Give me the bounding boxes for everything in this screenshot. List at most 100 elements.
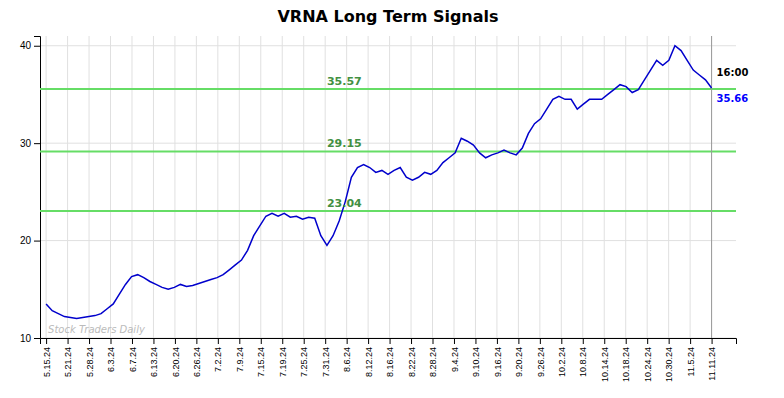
x-grid-line — [325, 36, 326, 338]
x-tick: 7.25.24 — [299, 338, 309, 377]
x-tick-mark — [175, 338, 176, 344]
x-tick-label: 9.10.24 — [471, 347, 481, 377]
x-tick: 10.24.24 — [643, 338, 653, 382]
x-tick-label: 7.2.24 — [213, 347, 223, 372]
x-tick-mark — [218, 338, 219, 344]
x-tick: 7.9.24 — [235, 338, 245, 372]
watermark: Stock Traders Daily — [48, 324, 146, 335]
x-grid-line — [518, 36, 519, 338]
x-tick-mark — [561, 338, 562, 344]
x-tick-mark — [239, 338, 240, 344]
x-grid-line — [539, 36, 540, 338]
y-tick: 10 — [20, 333, 40, 344]
signal-label: 23.04 — [327, 197, 362, 210]
x-tick: 11.5.24 — [686, 338, 696, 376]
x-tick-label: 11.5.24 — [686, 347, 696, 376]
x-tick-label: 8.6.24 — [342, 347, 352, 372]
x-tick-label: 7.9.24 — [235, 347, 245, 372]
x-tick-mark — [712, 338, 713, 344]
signal-label: 35.57 — [327, 75, 362, 88]
x-tick-label: 6.3.24 — [106, 347, 116, 372]
x-tick: 7.19.24 — [278, 338, 288, 377]
x-tick-mark — [304, 338, 305, 344]
x-tick-label: 5.21.24 — [63, 347, 73, 377]
x-tick-mark — [669, 338, 670, 344]
x-tick: 8.28.24 — [428, 338, 438, 377]
x-tick-mark — [282, 338, 283, 344]
x-tick-mark — [132, 338, 133, 344]
x-tick: 9.16.24 — [493, 338, 503, 377]
x-tick: 10.2.24 — [557, 338, 567, 377]
y-grid-line — [40, 143, 736, 144]
y-tick-label: 20 — [20, 235, 32, 246]
x-tick-label: 9.26.24 — [535, 347, 545, 377]
y-tick-label: 10 — [20, 333, 32, 344]
x-tick-mark — [89, 338, 90, 344]
end-annotation: 16:00 — [717, 67, 749, 78]
x-tick: 6.13.24 — [149, 338, 159, 377]
x-tick-mark — [153, 338, 154, 344]
x-tick-label: 7.19.24 — [278, 347, 288, 377]
y-tick-mark — [34, 46, 40, 47]
y-grid-line — [40, 45, 736, 46]
x-grid-line — [196, 36, 197, 338]
price-line — [46, 46, 711, 319]
x-tick-label: 9.16.24 — [493, 347, 503, 377]
x-tick: 6.20.24 — [171, 338, 181, 377]
x-tick-mark — [690, 338, 691, 344]
x-grid-line — [46, 36, 47, 338]
y-grid-line — [40, 240, 736, 241]
x-tick-mark — [583, 338, 584, 344]
y-axis: 10203040 — [20, 37, 41, 344]
end-line — [711, 36, 712, 338]
y-tick-label: 40 — [20, 40, 32, 51]
x-tick-label: 9.4.24 — [450, 347, 460, 372]
x-tick-mark — [647, 338, 648, 344]
x-tick-mark — [626, 338, 627, 344]
x-tick-label: 10.30.24 — [664, 347, 674, 382]
x-tick-label: 11.11.24 — [707, 347, 717, 381]
x-tick-mark — [433, 338, 434, 344]
title: VRNA Long Term Signals — [277, 7, 498, 26]
x-tick: 7.31.24 — [321, 338, 331, 377]
x-tick: 6.26.24 — [192, 338, 202, 377]
x-grid-line — [453, 36, 454, 338]
x-tick-mark — [261, 338, 262, 344]
y-tick: 40 — [20, 40, 40, 51]
x-tick-label: 8.28.24 — [428, 347, 438, 377]
x-tick-mark — [347, 338, 348, 344]
x-tick: 5.28.24 — [85, 338, 95, 377]
x-tick: 5.15.24 — [42, 338, 52, 377]
x-tick-mark — [604, 338, 605, 344]
x-grid-line — [260, 36, 261, 338]
x-tick: 8.12.24 — [364, 338, 374, 377]
x-grid-line — [217, 36, 218, 338]
y-axis-line — [34, 37, 41, 339]
x-tick-label: 7.15.24 — [256, 347, 266, 377]
x-tick: 7.15.24 — [256, 338, 266, 377]
x-tick-mark — [497, 338, 498, 344]
x-grid-line — [282, 36, 283, 338]
x-tick-label: 8.16.24 — [385, 347, 395, 377]
x-tick: 10.8.24 — [578, 338, 588, 377]
x-grid-line — [496, 36, 497, 338]
x-grid-line — [668, 36, 669, 338]
signal-line — [40, 150, 736, 152]
x-tick: 9.20.24 — [514, 338, 524, 377]
x-tick-label: 7.25.24 — [299, 347, 309, 377]
x-tick-label: 6.20.24 — [171, 347, 181, 377]
x-tick: 9.10.24 — [471, 338, 481, 377]
x-tick-label: 10.24.24 — [643, 347, 653, 382]
x-tick-mark — [68, 338, 69, 344]
x-tick-mark — [390, 338, 391, 344]
x-grid-line — [711, 36, 712, 338]
x-grid-line — [153, 36, 154, 338]
x-grid-line — [174, 36, 175, 338]
x-grid-line — [368, 36, 369, 338]
x-tick: 10.30.24 — [664, 338, 674, 382]
x-grid-line — [475, 36, 476, 338]
x-tick-mark — [111, 338, 112, 344]
x-tick-label: 5.28.24 — [85, 347, 95, 377]
x-tick: 8.6.24 — [342, 338, 352, 372]
x-tick-label: 10.14.24 — [600, 347, 610, 382]
